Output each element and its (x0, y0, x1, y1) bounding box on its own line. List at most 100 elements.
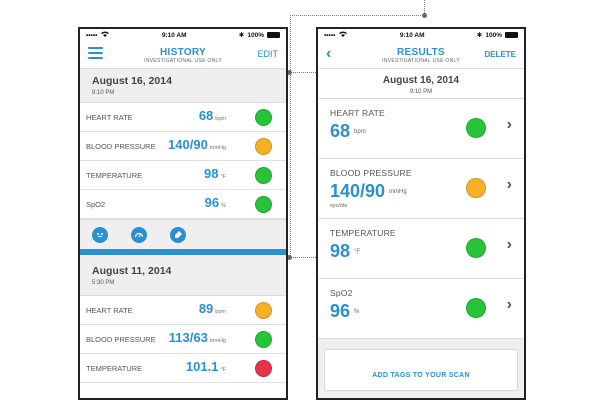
value-text: 113/63 (168, 330, 208, 345)
metric-value: 68 bpm (199, 108, 226, 123)
date-label: August 16, 2014 (92, 75, 172, 87)
tag-icon[interactable] (170, 226, 186, 243)
unit-subtext: sys/dia (330, 203, 348, 209)
history-row-heart-rate[interactable]: HEART RATE 68 bpm (80, 103, 286, 132)
value-text: 98 (330, 241, 351, 261)
metric-value: 98 °F (330, 241, 524, 262)
result-row-temperature[interactable]: TEMPERATURE 98 °F › (318, 219, 524, 279)
history-row-spo2[interactable]: SpO2 96% (80, 190, 286, 219)
unit-text: % (354, 309, 360, 316)
results-screen: ••••• 9:10 AM ✱ 100% ‹ RESULTS INVESTIGA… (316, 27, 526, 400)
results-date-header: August 16, 2014 9:10 PM (318, 69, 524, 99)
status-indicator-green (255, 167, 272, 184)
unit-text: bpm (215, 116, 226, 122)
wifi-icon (101, 31, 110, 39)
date-header[interactable]: August 11, 2014 5:30 PM (80, 255, 286, 296)
wifi-icon (339, 31, 348, 39)
bluetooth-icon: ✱ (476, 32, 483, 39)
metric-label: BLOOD PRESSURE (330, 168, 412, 178)
metric-label: SpO2 (86, 200, 106, 209)
chevron-right-icon[interactable]: › (506, 116, 512, 133)
status-indicator-amber (255, 138, 272, 155)
chevron-right-icon[interactable]: › (506, 176, 512, 193)
connector-line-mid (290, 72, 316, 73)
delete-button[interactable]: DELETE (484, 50, 516, 59)
result-row-spo2[interactable]: SpO2 96% › (318, 279, 524, 339)
metric-value: 140/90 mmHg (330, 181, 524, 202)
status-indicator-green (466, 238, 486, 258)
battery-percent: 100% (485, 31, 502, 39)
history-row-heart-rate[interactable]: HEART RATE 89 bpm (80, 296, 286, 325)
metric-label: BLOOD PRESSURE (86, 142, 156, 151)
gauge-icon[interactable] (131, 226, 147, 243)
page-title: HISTORY (160, 47, 206, 58)
unit-text: bpm (215, 309, 226, 315)
page-subtitle: INVESTIGATIONAL USE ONLY (144, 58, 222, 64)
face-icon[interactable] (92, 226, 108, 243)
page-title: RESULTS (396, 47, 446, 58)
battery-icon (267, 32, 280, 38)
results-navbar: ‹ RESULTS INVESTIGATIONAL USE ONLY DELET… (318, 41, 524, 69)
status-indicator-green (255, 196, 272, 213)
status-bar: ••••• 9:10 AM ✱ 100% (80, 29, 286, 41)
signal-dots: ••••• (86, 31, 98, 39)
connector-line-top (424, 0, 425, 15)
connector-line-horizontal (290, 15, 425, 16)
unit-text: mmHg (209, 338, 226, 344)
metric-label: BLOOD PRESSURE (86, 335, 156, 344)
metric-value: 98 °F (204, 166, 226, 181)
value-text: 68 (198, 108, 214, 123)
connector-dot-lower (287, 255, 292, 260)
action-icon-bar (80, 219, 286, 249)
metric-value: 96% (330, 301, 524, 322)
result-row-heart-rate[interactable]: HEART RATE 68 bpm › (318, 99, 524, 159)
value-text: 140/90 (330, 181, 386, 201)
status-indicator-amber (466, 178, 486, 198)
carrier-signal: ••••• (324, 31, 348, 39)
status-indicator-red (255, 360, 272, 377)
history-row-blood-pressure[interactable]: BLOOD PRESSURE 113/63 mmHg (80, 325, 286, 354)
edit-button[interactable]: EDIT (257, 49, 278, 59)
status-indicator-green (255, 109, 272, 126)
unit-text: bpm (354, 129, 366, 136)
unit-text: °F (220, 174, 226, 180)
history-navbar: HISTORY INVESTIGATIONAL USE ONLY EDIT (80, 41, 286, 69)
chevron-right-icon[interactable]: › (506, 296, 512, 313)
history-row-temperature[interactable]: TEMPERATURE 101.1 °F (80, 354, 286, 383)
battery-icon (505, 32, 518, 38)
status-indicator-green (466, 118, 486, 138)
history-screen: ••••• 9:10 AM ✱ 100% HISTORY INVESTIGATI… (78, 27, 288, 400)
menu-icon[interactable] (88, 47, 103, 62)
value-text: 89 (198, 301, 214, 316)
value-text: 140/90 (168, 137, 208, 152)
history-row-blood-pressure[interactable]: BLOOD PRESSURE 140/90 mmHg (80, 132, 286, 161)
unit-text: °F (220, 367, 226, 373)
value-text: 96 (204, 195, 220, 210)
history-row-temperature[interactable]: TEMPERATURE 98 °F (80, 161, 286, 190)
connector-dot-top (422, 13, 427, 18)
date-label: August 16, 2014 (382, 75, 460, 86)
metric-value: 68 bpm (330, 121, 524, 142)
unit-text: mmHg (389, 189, 407, 196)
status-indicator-green (255, 331, 272, 348)
bluetooth-icon: ✱ (238, 32, 245, 39)
metric-value: 101.1 °F (186, 359, 226, 374)
result-row-blood-pressure[interactable]: BLOOD PRESSURE 140/90 mmHg sys/dia › (318, 159, 524, 219)
metric-label: TEMPERATURE (86, 364, 143, 373)
metric-label: HEART RATE (330, 108, 385, 118)
metric-label: HEART RATE (86, 306, 133, 315)
metric-label: TEMPERATURE (86, 171, 143, 180)
value-text: 98 (203, 166, 219, 181)
add-tags-button[interactable]: ADD TAGS TO YOUR SCAN (324, 349, 518, 391)
status-bar: ••••• 9:10 AM ✱ 100% (318, 29, 524, 41)
connector-line-vertical (290, 15, 291, 258)
back-arrow-icon[interactable]: ‹ (326, 45, 332, 62)
value-text: 68 (330, 121, 351, 141)
date-label: August 11, 2014 (92, 265, 172, 277)
add-tags-label: ADD TAGS TO YOUR SCAN (372, 372, 470, 379)
date-header[interactable]: August 16, 2014 9:10 PM (80, 69, 286, 103)
metric-value: 113/63 mmHg (169, 330, 226, 345)
chevron-right-icon[interactable]: › (506, 236, 512, 253)
status-indicator-green (466, 298, 486, 318)
metric-label: HEART RATE (86, 113, 133, 122)
